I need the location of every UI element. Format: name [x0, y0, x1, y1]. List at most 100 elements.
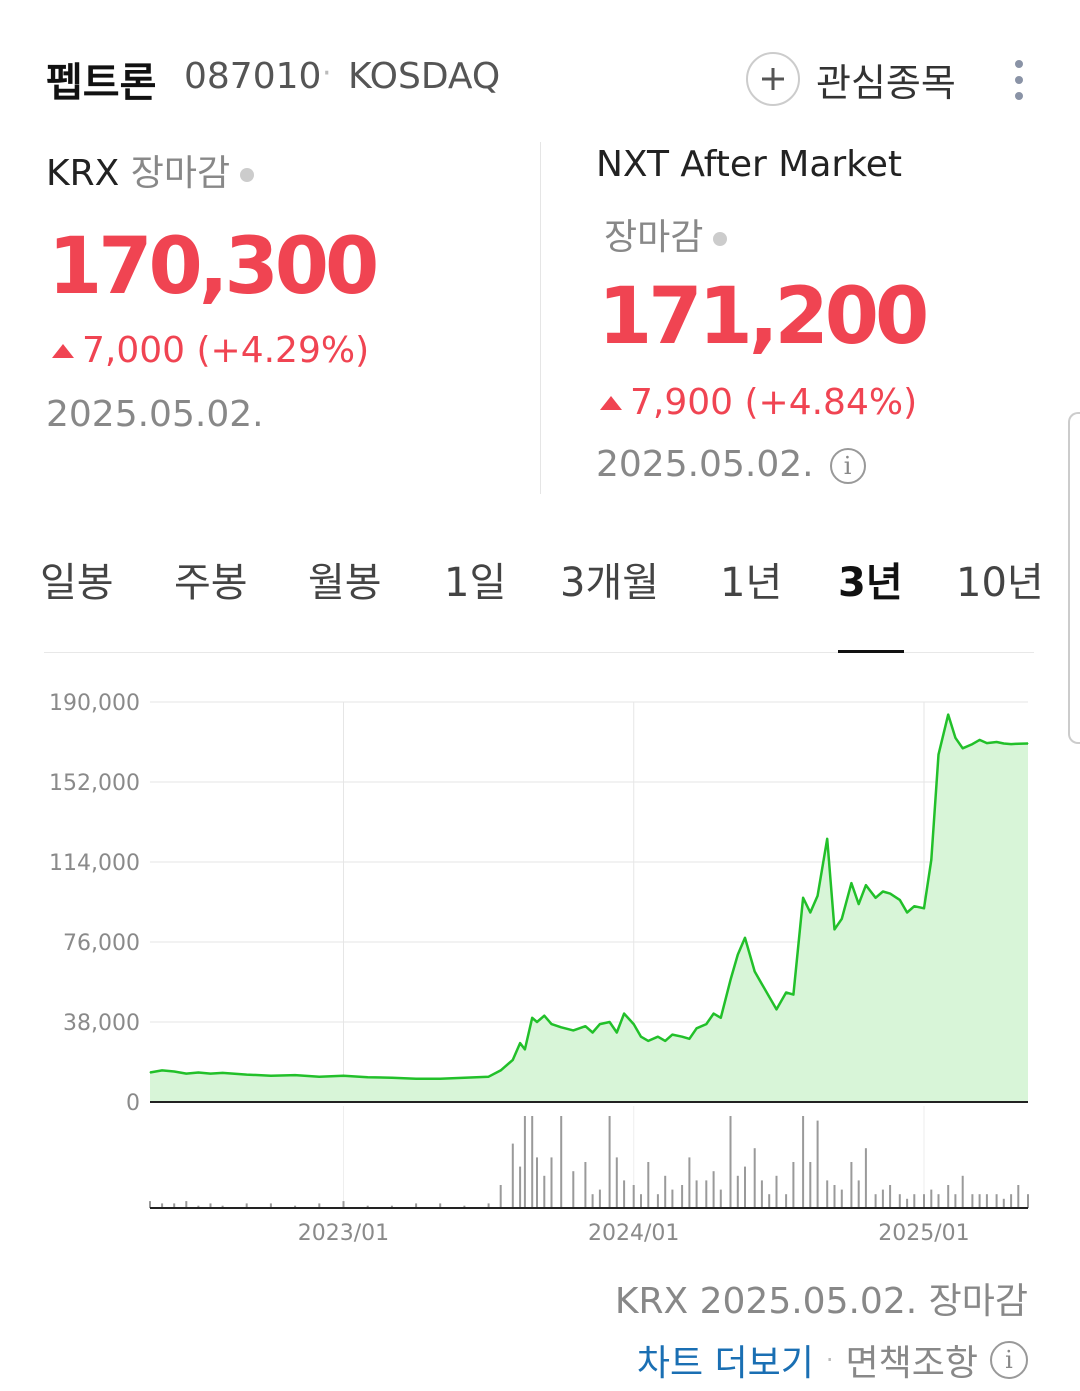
- volume-bar: [1002, 1198, 1005, 1208]
- volume-bar: [681, 1185, 684, 1208]
- volume-bar: [294, 1205, 297, 1208]
- price-point: [633, 1023, 635, 1025]
- price-point: [391, 1077, 393, 1079]
- tab-monthly[interactable]: 월봉: [308, 560, 382, 606]
- scroll-handle[interactable]: [1068, 412, 1080, 744]
- price-point: [1027, 743, 1029, 744]
- price-point: [1010, 743, 1012, 745]
- tab-weekly[interactable]: 주봉: [174, 560, 248, 606]
- more-chart-link[interactable]: 차트 더보기: [636, 1343, 814, 1384]
- volume-bar: [753, 1148, 756, 1208]
- tab-daily[interactable]: 일봉: [40, 560, 114, 606]
- price-point: [947, 714, 949, 716]
- tab-3months[interactable]: 3개월: [560, 560, 660, 606]
- price-point: [185, 1073, 187, 1075]
- add-watchlist-button[interactable]: 관심종목: [746, 50, 956, 108]
- volume-bar: [656, 1194, 659, 1208]
- volume-bar: [185, 1201, 188, 1208]
- y-tick-label: 152,000: [49, 771, 140, 796]
- price-point: [696, 1027, 698, 1029]
- volume-bar: [536, 1157, 538, 1208]
- price-point: [270, 1075, 272, 1077]
- info-icon[interactable]: i: [990, 1341, 1028, 1379]
- price-point: [664, 1040, 666, 1042]
- tab-3years[interactable]: 3년: [838, 560, 903, 606]
- price-point: [222, 1072, 224, 1074]
- volume-bar: [792, 1162, 795, 1208]
- price-point: [173, 1071, 175, 1072]
- krx-change-row: 7,000 (+4.29%): [52, 330, 369, 371]
- info-icon[interactable]: i: [829, 448, 866, 484]
- tab-1day[interactable]: 1일: [444, 560, 507, 606]
- volume-bar: [572, 1171, 575, 1208]
- price-point: [776, 1008, 777, 1010]
- period-tabs: 일봉 주봉 월봉 1일 3개월 1년 3년 10년: [40, 550, 1044, 654]
- volume-bar: [898, 1194, 901, 1208]
- price-point: [616, 1032, 618, 1033]
- price-point: [705, 1023, 707, 1025]
- price-point: [543, 1015, 545, 1017]
- volume-bar: [632, 1185, 635, 1208]
- krx-date: 2025.05.02.: [46, 394, 264, 435]
- price-point: [850, 882, 852, 884]
- price-point: [962, 747, 964, 749]
- krx-change: 7,000 (+4.29%): [82, 330, 370, 371]
- volume-bar: [487, 1203, 490, 1208]
- volume-bar: [826, 1180, 829, 1208]
- price-point: [318, 1076, 320, 1078]
- disclaimer-link[interactable]: 면책조항: [845, 1343, 978, 1384]
- price-point: [572, 1029, 574, 1031]
- price-point: [802, 897, 804, 899]
- price-point: [584, 1025, 586, 1027]
- volume-bar: [366, 1205, 369, 1208]
- price-area-fill: [150, 714, 1028, 1102]
- volume-bar: [671, 1189, 674, 1208]
- price-point: [875, 897, 877, 899]
- price-point: [560, 1026, 562, 1028]
- kebab-menu-icon: [1004, 58, 1034, 100]
- price-point: [246, 1074, 248, 1076]
- nxt-status-row: 장마감: [604, 208, 728, 260]
- price-point: [681, 1036, 683, 1038]
- volume-bar: [729, 1116, 732, 1208]
- volume-bar: [833, 1185, 836, 1208]
- status-dot-icon: [713, 232, 728, 246]
- volume-bars: [149, 1116, 1029, 1208]
- price-point: [720, 1017, 722, 1019]
- price-point: [954, 737, 956, 739]
- volume-bar: [802, 1116, 805, 1208]
- y-tick-label: 0: [126, 1091, 140, 1116]
- footer-status: KRX 2025.05.02. 장마감: [614, 1281, 1028, 1322]
- price-chart[interactable]: 0 38,000 76,000 114,000 152,000 190,000 2023/0…: [0, 670, 1080, 1260]
- volume-bar: [850, 1162, 853, 1208]
- krx-status: 장마감: [130, 153, 231, 194]
- volume-bar: [318, 1203, 321, 1208]
- price-point: [923, 907, 925, 909]
- price-point: [415, 1078, 417, 1080]
- price-point: [754, 971, 756, 972]
- price-point: [592, 1032, 594, 1033]
- volume-bar: [197, 1205, 200, 1208]
- volume-bar: [736, 1175, 739, 1208]
- tab-10years[interactable]: 10년: [956, 560, 1044, 606]
- price-point: [512, 1059, 514, 1061]
- volume-bar: [913, 1194, 916, 1208]
- price-point: [785, 992, 787, 993]
- volume-bar: [978, 1194, 981, 1208]
- volume-bar: [840, 1189, 843, 1208]
- volume-bar: [961, 1175, 964, 1208]
- volume-bar: [342, 1201, 345, 1208]
- nxt-label: NXT After Market: [596, 144, 903, 185]
- price-point: [367, 1076, 369, 1078]
- volume-bar: [857, 1180, 860, 1208]
- more-options-button[interactable]: [1004, 58, 1034, 104]
- volume-bar: [864, 1148, 867, 1208]
- volume-bar: [768, 1194, 771, 1208]
- tab-1year[interactable]: 1년: [720, 560, 783, 606]
- x-tick-label: 2024/01: [588, 1221, 679, 1246]
- market-name: KOSDAQ: [348, 56, 501, 97]
- price-line: [149, 713, 1029, 1081]
- tabs-divider: [44, 652, 1034, 653]
- up-triangle-icon: [52, 343, 74, 358]
- volume-bar: [640, 1194, 642, 1208]
